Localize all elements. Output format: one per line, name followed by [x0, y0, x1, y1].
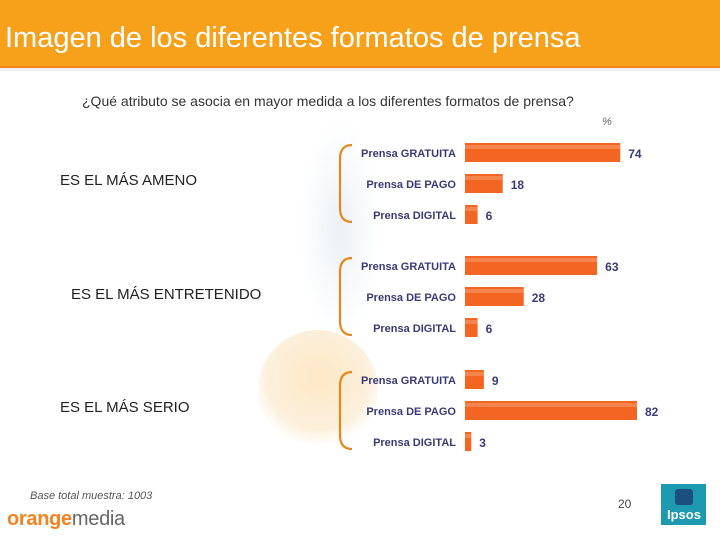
category-label-es-el-m-s-ameno-prensa-gratuita: Prensa GRATUITA [361, 148, 456, 160]
title-bar [0, 0, 720, 68]
base-sample-note: Base total muestra: 1003 [30, 490, 153, 502]
group-label-serio: ES EL MÁS SERIO [60, 399, 190, 416]
category-label-es-el-m-s-serio-prensa-gratuita: Prensa GRATUITA [361, 375, 456, 387]
value-label-es-el-m-s-serio-prensa-gratuita: 9 [492, 374, 499, 388]
value-label-es-el-m-s-ameno-prensa-de-pago: 18 [511, 178, 525, 192]
category-label-es-el-m-s-serio-prensa-de-pago: Prensa DE PAGO [366, 406, 456, 418]
page-number: 20 [618, 497, 632, 511]
value-label-es-el-m-s-entretenido-prensa-de-pago: 28 [532, 291, 546, 305]
ipsos-logo: Ipsos [661, 484, 706, 525]
bar-highlight-es-el-m-s-entretenido-prensa-digital [465, 320, 478, 324]
value-label-es-el-m-s-ameno-prensa-digital: 6 [486, 209, 493, 223]
value-label-es-el-m-s-ameno-prensa-gratuita: 74 [628, 147, 642, 161]
orangemedia-logo: orangemedia [7, 508, 125, 531]
bar-highlight-es-el-m-s-entretenido-prensa-gratuita [465, 258, 598, 262]
bar-highlight-es-el-m-s-ameno-prensa-digital [465, 207, 478, 211]
group-label-ameno: ES EL MÁS AMENO [60, 172, 197, 189]
value-label-es-el-m-s-entretenido-prensa-digital: 6 [486, 322, 493, 336]
group-label-entretenido: ES EL MÁS ENTRETENIDO [71, 286, 262, 303]
group-bracket-es-el-m-s-ameno [338, 143, 353, 224]
page-title: Imagen de los diferentes formatos de pre… [5, 22, 581, 54]
category-label-es-el-m-s-entretenido-prensa-digital: Prensa DIGITAL [373, 323, 456, 335]
orange-fruit-decoration [258, 330, 378, 450]
value-label-es-el-m-s-serio-prensa-digital: 3 [479, 436, 486, 450]
group-bracket-es-el-m-s-serio [338, 370, 353, 451]
value-label-es-el-m-s-entretenido-prensa-gratuita: 63 [605, 260, 619, 274]
chart-question: ¿Qué atributo se asocia en mayor medida … [82, 93, 574, 109]
orangemedia-logo-orange: orange [7, 508, 72, 530]
value-label-es-el-m-s-serio-prensa-de-pago: 82 [645, 405, 659, 419]
category-label-es-el-m-s-entretenido-prensa-de-pago: Prensa DE PAGO [366, 292, 456, 304]
ipsos-logo-text: Ipsos [667, 507, 701, 522]
bar-highlight-es-el-m-s-ameno-prensa-de-pago [465, 176, 503, 180]
bar-highlight-es-el-m-s-serio-prensa-digital [465, 434, 472, 438]
bar-highlight-es-el-m-s-serio-prensa-de-pago [465, 403, 637, 407]
bar-highlight-es-el-m-s-entretenido-prensa-de-pago [465, 289, 524, 293]
title-bar-underline [0, 68, 720, 71]
category-label-es-el-m-s-serio-prensa-digital: Prensa DIGITAL [373, 437, 456, 449]
bar-es-el-m-s-serio-prensa-digital [465, 432, 472, 451]
bar-highlight-es-el-m-s-ameno-prensa-gratuita [465, 145, 621, 149]
ipsos-logo-mark [675, 489, 693, 505]
category-label-es-el-m-s-entretenido-prensa-gratuita: Prensa GRATUITA [361, 261, 456, 273]
category-label-es-el-m-s-ameno-prensa-de-pago: Prensa DE PAGO [366, 179, 456, 191]
orangemedia-logo-media: media [71, 508, 125, 530]
percent-unit-label: % [602, 116, 612, 128]
category-label-es-el-m-s-ameno-prensa-digital: Prensa DIGITAL [373, 210, 456, 222]
bar-highlight-es-el-m-s-serio-prensa-gratuita [465, 372, 484, 376]
group-bracket-es-el-m-s-entretenido [338, 256, 353, 337]
